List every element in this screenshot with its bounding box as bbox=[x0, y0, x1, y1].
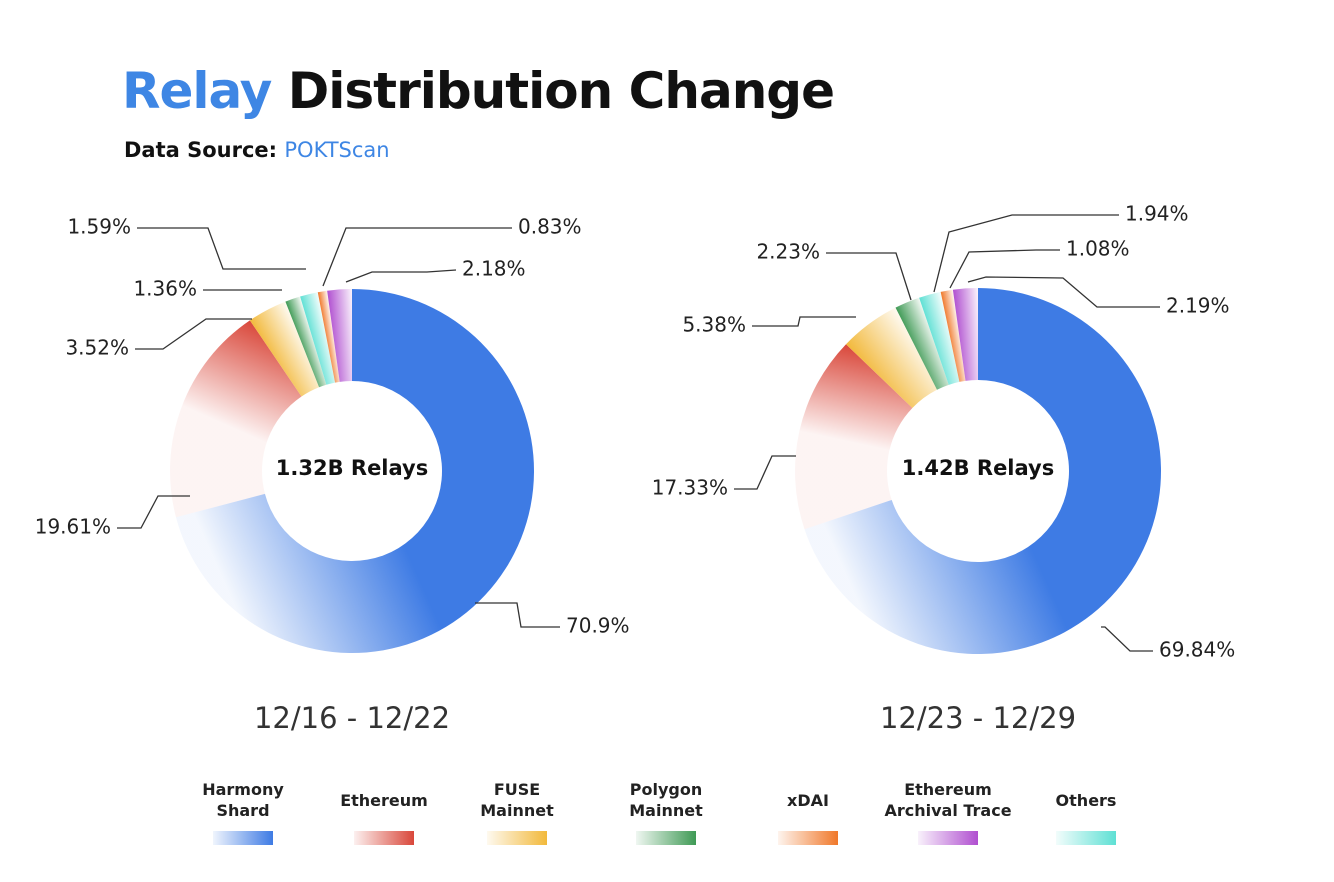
legend-label: xDAI bbox=[787, 791, 829, 810]
leader-line-harmony-shard bbox=[1101, 626, 1153, 652]
leader-line-xdai bbox=[949, 249, 1060, 289]
slice-fuse-mainnet bbox=[846, 307, 937, 408]
data-label-harmony-shard: 69.84% bbox=[1159, 638, 1235, 662]
legend-item-ethereum: Ethereum bbox=[340, 791, 428, 845]
chart-title: Relay Distribution Change bbox=[122, 62, 835, 120]
data-label-xdai: 1.08% bbox=[1066, 237, 1130, 261]
charts-layer: 70.9% 19.61% 3.52% 1.36% 1.59% 0.83% 2.18% 1.32… bbox=[35, 202, 1236, 736]
leader-line-fuse-mainnet bbox=[752, 316, 856, 327]
legend-item-ethereum-archival-trace: Ethereum Archival Trace bbox=[884, 780, 1012, 845]
data-label-others: 1.59% bbox=[67, 215, 131, 239]
data-label-ethereum-archival-trace: 2.19% bbox=[1166, 294, 1230, 318]
data-label-ethereum-archival-trace: 2.18% bbox=[462, 257, 526, 281]
data-label-fuse-mainnet: 3.52% bbox=[65, 336, 129, 360]
data-source-name: POKTScan bbox=[284, 138, 390, 162]
slice-harmony-shard bbox=[175, 289, 535, 653]
leader-line-fuse-mainnet bbox=[135, 318, 252, 350]
data-label-ethereum: 17.33% bbox=[652, 476, 728, 500]
legend-label: Others bbox=[1056, 791, 1117, 810]
slice-ethereum bbox=[795, 344, 913, 530]
slice-xdai bbox=[940, 289, 966, 382]
legend-label: Archival Trace bbox=[884, 801, 1011, 820]
slice-fuse-mainnet bbox=[249, 301, 320, 397]
legend-label: Ethereum bbox=[904, 780, 992, 799]
leader-line-polygon-mainnet bbox=[826, 252, 912, 301]
slice-harmony-shard bbox=[804, 288, 1162, 654]
donut-chart-1: 70.9% 19.61% 3.52% 1.36% 1.59% 0.83% 2.18% 1.32… bbox=[35, 215, 630, 736]
legend-label: FUSE bbox=[494, 780, 540, 799]
chart-title-rest: Distribution Change bbox=[287, 62, 835, 120]
legend-item-others: Others bbox=[1056, 791, 1117, 845]
slice-polygon-mainnet bbox=[895, 297, 949, 390]
slice-others bbox=[300, 292, 336, 385]
slice-ethereum-archival-trace bbox=[952, 288, 978, 381]
legend-swatch bbox=[1056, 831, 1116, 845]
data-label-others: 1.94% bbox=[1125, 202, 1189, 226]
leader-line-xdai bbox=[322, 227, 512, 287]
leader-line-ethereum bbox=[734, 455, 796, 490]
legend-swatch bbox=[213, 831, 273, 845]
slice-xdai bbox=[317, 290, 340, 383]
leader-line-harmony-shard bbox=[475, 602, 560, 628]
legend-item-polygon-mainnet: Polygon Mainnet bbox=[629, 780, 703, 845]
data-label-xdai: 0.83% bbox=[518, 215, 582, 239]
legend-label: Polygon bbox=[630, 780, 702, 799]
donut-chart-2: 69.84% 17.33% 5.38% 2.23% 1.94% 1.08% 2.19% 1.4… bbox=[652, 202, 1236, 736]
legend-swatch bbox=[918, 831, 978, 845]
leader-line-ethereum-archival-trace bbox=[345, 269, 457, 283]
slice-ethereum-archival-trace bbox=[327, 289, 352, 382]
legend-label: Shard bbox=[216, 801, 269, 820]
slice-ethereum bbox=[170, 320, 302, 518]
leader-line-ethereum-archival-trace bbox=[967, 276, 1160, 308]
period-label: 12/23 - 12/29 bbox=[880, 701, 1076, 735]
legend-swatch bbox=[636, 831, 696, 845]
data-label-harmony-shard: 70.9% bbox=[566, 614, 630, 638]
legend-item-fuse-mainnet: FUSE Mainnet bbox=[480, 780, 554, 845]
data-label-fuse-mainnet: 5.38% bbox=[682, 313, 746, 337]
chart-title-accent: Relay bbox=[122, 62, 272, 120]
data-source-label: Data Source: bbox=[124, 138, 278, 162]
legend-label: Ethereum bbox=[340, 791, 428, 810]
center-label: 1.42B Relays bbox=[902, 456, 1054, 480]
data-label-polygon-mainnet: 1.36% bbox=[133, 277, 197, 301]
leader-line-others bbox=[933, 214, 1119, 293]
slice-others bbox=[919, 291, 960, 385]
period-label: 12/16 - 12/22 bbox=[254, 701, 450, 735]
data-label-ethereum: 19.61% bbox=[35, 515, 111, 539]
legend-label: Harmony bbox=[202, 780, 284, 799]
legend-swatch bbox=[487, 831, 547, 845]
data-label-polygon-mainnet: 2.23% bbox=[756, 240, 820, 264]
legend-swatch bbox=[778, 831, 838, 845]
leader-line-others bbox=[137, 227, 306, 270]
slice-polygon-mainnet bbox=[285, 296, 327, 388]
legend: Harmony Shard Ethereum FUSE Mainnet Polygon Ma… bbox=[202, 780, 1116, 845]
legend-label: Mainnet bbox=[629, 801, 703, 820]
center-label: 1.32B Relays bbox=[276, 456, 428, 480]
legend-item-harmony-shard: Harmony Shard bbox=[202, 780, 284, 845]
legend-item-xdai: xDAI bbox=[778, 791, 838, 845]
legend-label: Mainnet bbox=[480, 801, 554, 820]
data-source: Data Source: POKTScan bbox=[124, 138, 390, 162]
legend-swatch bbox=[354, 831, 414, 845]
leader-line-ethereum bbox=[117, 495, 190, 529]
